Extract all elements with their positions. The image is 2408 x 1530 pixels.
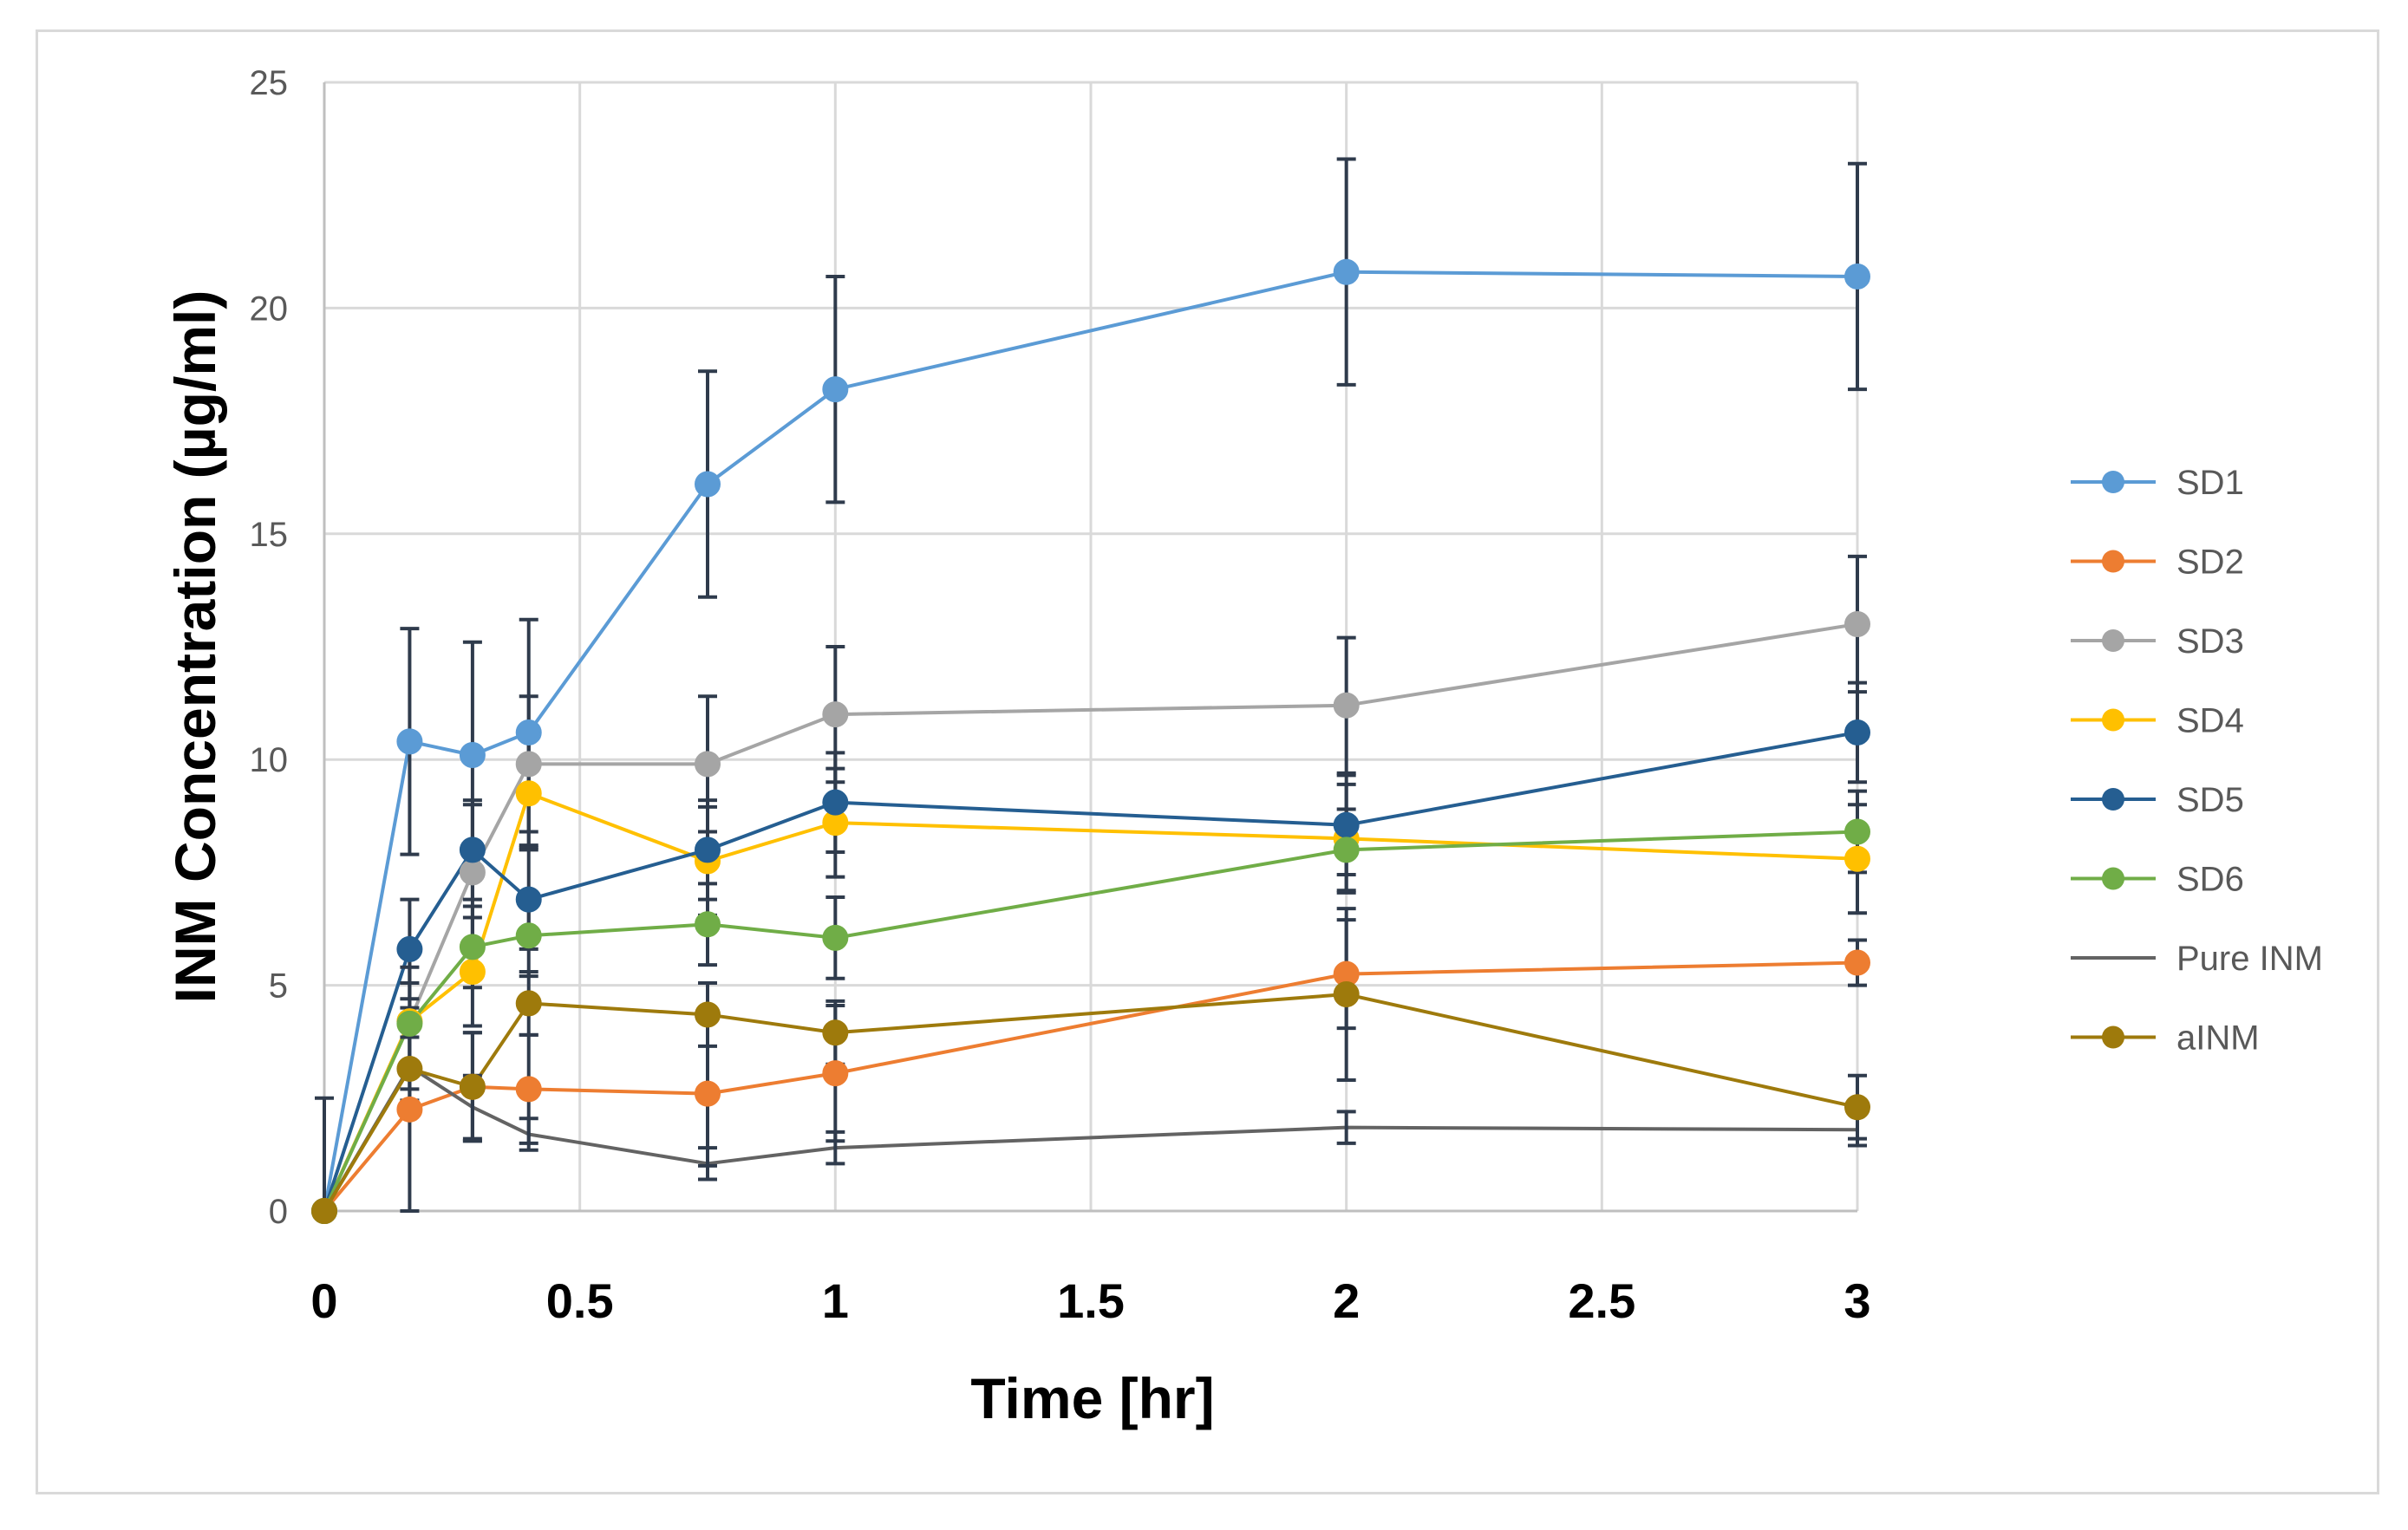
legend-label: Pure INM [2176,940,2323,978]
series-line-sd5 [323,730,1858,1212]
data-point [1333,692,1360,719]
legend-marker [2102,867,2124,890]
data-point [515,719,542,745]
data-point [1844,610,1870,637]
data-point [822,376,849,403]
data-point [822,701,849,728]
chart-frame [36,29,2379,1494]
data-point [515,1076,542,1103]
legend-label: aINM [2176,1019,2260,1058]
data-point [1333,837,1360,863]
data-point [1844,1094,1870,1121]
legend-marker [2102,550,2124,573]
data-point [459,859,486,886]
y-tick-label: 15 [250,516,289,554]
series-line-sd6 [323,830,1858,1212]
data-point [695,837,721,863]
legend-marker [2102,788,2124,811]
data-point [396,1010,423,1037]
data-point [1333,258,1360,285]
axes [323,82,1857,1213]
data-point [515,990,542,1017]
legend-marker [2102,1025,2124,1049]
data-point [822,1060,849,1087]
data-point [396,935,423,962]
y-tick-label: 25 [250,64,289,102]
x-tick-label: 0 [310,1273,337,1328]
legend-label: SD4 [2176,702,2244,740]
x-tick-label: 1.5 [1057,1273,1125,1328]
y-tick-label: 20 [250,290,289,328]
data-point [515,886,542,913]
data-point [459,741,486,768]
data-point [396,728,423,755]
data-point [695,751,721,778]
data-point [822,1019,849,1046]
legend-label: SD2 [2176,544,2244,582]
data-point [1333,811,1360,838]
data-point [1844,949,1870,976]
y-tick-label: 10 [250,741,289,779]
data-point [1844,263,1870,290]
data-point [459,837,486,863]
legend-marker [2102,471,2124,493]
data-point [1333,981,1360,1008]
legend-label: SD3 [2176,622,2244,661]
data-point [515,751,542,778]
legend-marker [2102,708,2124,732]
legend-marker [2102,629,2124,652]
legend-label: SD5 [2176,781,2244,819]
data-point [459,1073,486,1100]
y-axis-label: INM Concentration (µg/ml) [163,290,227,1004]
data-point [459,958,486,985]
data-point [396,1096,423,1123]
y-tick-label: 5 [269,967,288,1006]
data-point [311,1198,337,1224]
data-point [1844,818,1870,845]
legend-label: SD6 [2176,861,2244,899]
tick-labels: 0 5 10 15 20 25 0 0.5 1 1.5 2 2.5 3 [250,64,1871,1328]
data-point [1844,719,1870,745]
data-point [822,924,849,951]
data-point [1844,845,1870,872]
x-tick-label: 2 [1333,1273,1360,1328]
data-point [695,911,721,938]
data-point [515,780,542,807]
data-point [822,789,849,816]
x-axis-label: Time [hr] [970,1366,1214,1430]
data-point [695,1001,721,1028]
x-tick-label: 3 [1844,1273,1870,1328]
data-point [695,471,721,498]
x-tick-label: 0.5 [546,1273,614,1328]
gridlines [324,81,1859,1211]
legend: SD1 SD2 SD3 SD4 SD5 SD6 Pure INM aINM [2071,464,2323,1058]
data-point [695,1080,721,1107]
data-point [515,922,542,949]
series-line-sd3 [323,622,1858,1212]
data-point [396,1055,423,1082]
x-tick-label: 1 [822,1273,849,1328]
data-point [459,934,486,960]
y-tick-label: 0 [269,1193,288,1231]
x-tick-label: 2.5 [1568,1273,1635,1328]
markers [311,258,1870,1224]
legend-label: SD1 [2176,464,2244,502]
